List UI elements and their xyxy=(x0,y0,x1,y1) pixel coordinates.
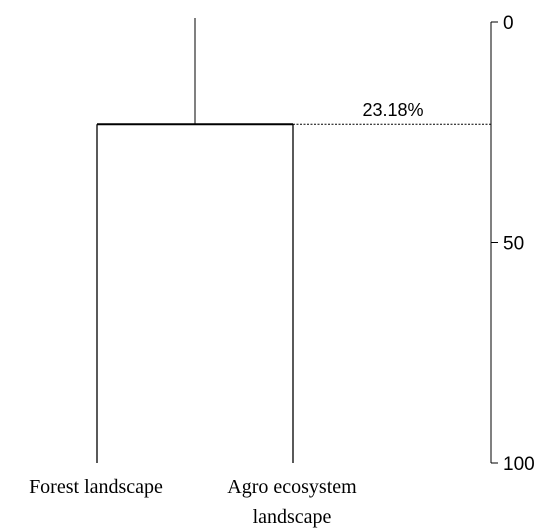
axis-tick-label-100: 100 xyxy=(503,454,535,475)
similarity-axis: 0 50 100 xyxy=(490,13,535,475)
leaf-label-forest-landscape: Forest landscape xyxy=(29,476,163,498)
axis-tick-label-0: 0 xyxy=(503,13,514,34)
leaf-label-line: Agro ecosystem xyxy=(227,476,357,498)
leaf-label-line: Forest landscape xyxy=(29,476,163,498)
leaf-labels: Forest landscape Agro ecosystem landscape xyxy=(29,476,357,528)
axis-tick-label-50: 50 xyxy=(503,234,524,255)
leaf-label-agro-ecosystem-landscape: Agro ecosystem landscape xyxy=(227,476,357,528)
dendrogram-tree: 23.18% xyxy=(96,18,491,463)
leaf-label-line: landscape xyxy=(253,506,332,528)
merge-similarity-label: 23.18% xyxy=(362,100,423,120)
